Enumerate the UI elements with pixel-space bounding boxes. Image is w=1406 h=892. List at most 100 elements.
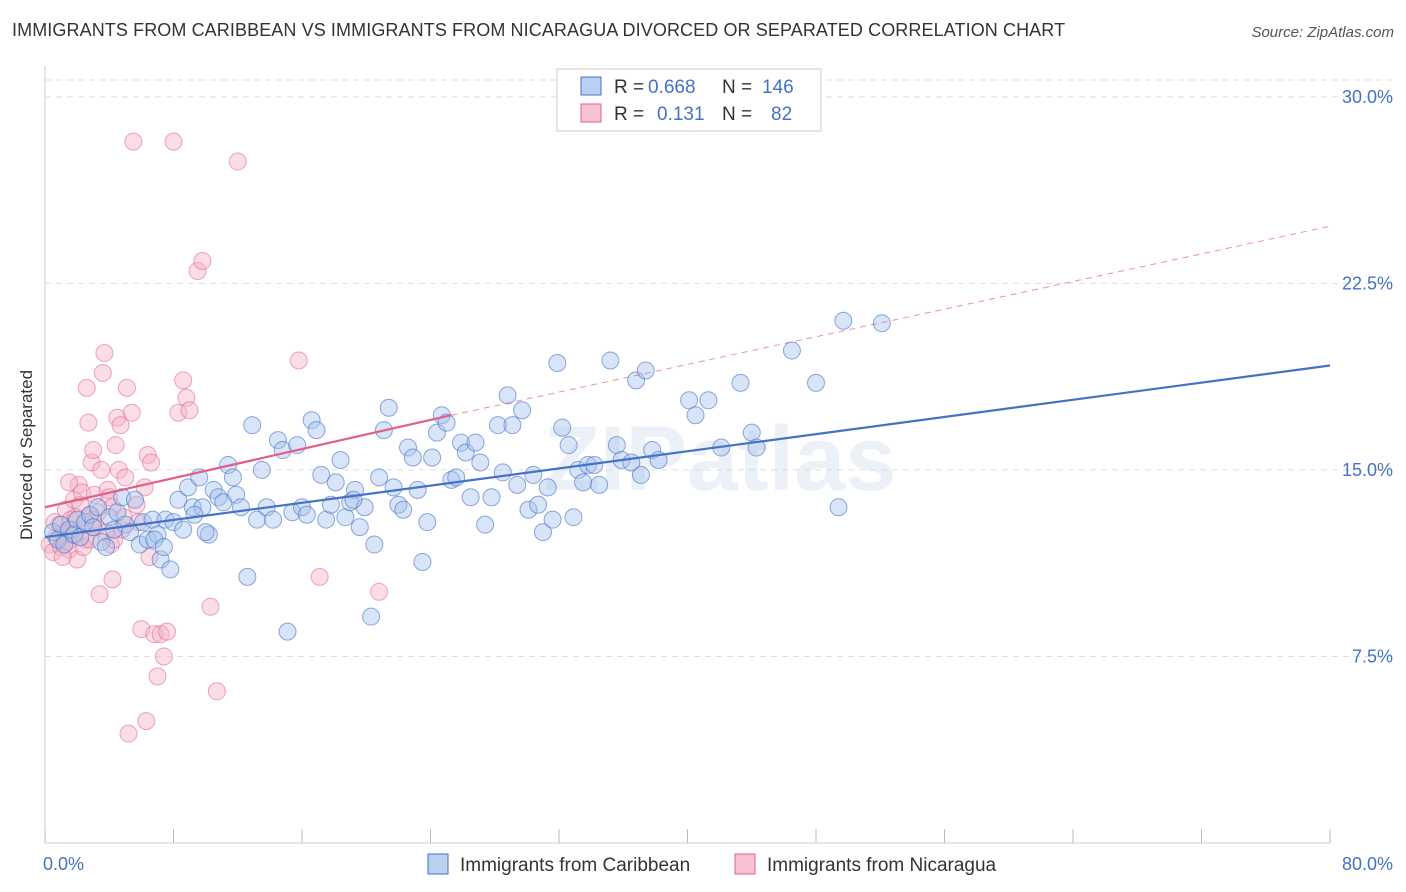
caribbean-point-28 [161, 560, 180, 579]
nicaragua-point-64 [180, 401, 199, 420]
nicaragua-point-43 [116, 468, 135, 487]
caribbean-point-88 [452, 433, 471, 452]
caribbean-point-95 [488, 416, 507, 435]
caribbean-point-96 [493, 463, 512, 482]
nicaragua-point-39 [109, 460, 128, 479]
y-axis-label: Divorced or Separated [17, 370, 36, 540]
caribbean-point-12 [92, 533, 111, 552]
caribbean-point-30 [169, 490, 188, 509]
caribbean-point-73 [379, 398, 398, 417]
nicaragua-point-54 [142, 453, 161, 472]
nicaragua-point-69 [228, 152, 247, 171]
caribbean-point-91 [466, 433, 485, 452]
caribbean-point-38 [209, 488, 228, 507]
nicaragua-point-71 [310, 567, 329, 586]
nicaragua-point-29 [93, 363, 112, 382]
caribbean-point-59 [312, 465, 331, 484]
nicaragua-point-80 [60, 473, 79, 492]
nicaragua-point-37 [106, 436, 125, 455]
caribbean-point-71 [370, 468, 389, 487]
caribbean-point-56 [297, 505, 316, 524]
caribbean-point-115 [590, 475, 609, 494]
nicaragua-point-19 [77, 378, 96, 397]
caribbean-point-19 [121, 523, 140, 542]
caribbean-point-98 [503, 416, 522, 435]
caribbean-point-46 [248, 510, 267, 529]
caribbean-point-68 [355, 498, 374, 517]
caribbean-point-137 [196, 523, 215, 542]
legend-n-label-1: N = [722, 77, 752, 98]
nicaragua-point-28 [92, 460, 111, 479]
caribbean-point-97 [498, 386, 517, 405]
caribbean-point-116 [601, 351, 620, 370]
caribbean-point-105 [538, 478, 557, 497]
nicaragua-point-47 [124, 132, 143, 151]
caribbean-point-140 [185, 505, 204, 524]
caribbean-point-50 [268, 431, 287, 450]
caribbean-point-83 [427, 423, 446, 442]
caribbean-point-133 [834, 311, 853, 330]
caribbean-point-89 [456, 443, 475, 462]
caribbean-point-62 [326, 473, 345, 492]
caribbean-point-45 [243, 416, 262, 435]
caribbean-point-82 [423, 448, 442, 467]
caribbean-point-101 [519, 500, 538, 519]
caribbean-point-108 [553, 418, 572, 437]
nicaragua-point-44 [117, 378, 136, 397]
caribbean-point-79 [408, 480, 427, 499]
nicaragua-point-72 [370, 582, 389, 601]
caribbean-point-41 [223, 468, 242, 487]
nicaragua-point-20 [79, 413, 98, 432]
caribbean-point-23 [138, 530, 157, 549]
caribbean-point-125 [686, 406, 705, 425]
caribbean-point-106 [543, 510, 562, 529]
nicaragua-trend-line [44, 414, 452, 509]
bottom-legend-label-caribbean: Immigrants from Caribbean [460, 855, 690, 876]
trend-lines [44, 225, 1331, 539]
nicaragua-point-27 [90, 585, 109, 604]
nicaragua-point-58 [154, 647, 173, 666]
y-tick-label-0: 7.5% [1352, 646, 1393, 666]
caribbean-point-64 [336, 508, 355, 527]
caribbean-point-122 [643, 441, 662, 460]
caribbean-point-100 [513, 401, 532, 420]
caribbean-point-119 [627, 371, 646, 390]
bottom-legend-label-nicaragua: Immigrants from Nicaragua [767, 855, 997, 876]
chart-title: IMMIGRANTS FROM CARIBBEAN VS IMMIGRANTS … [12, 20, 1066, 40]
nicaragua-trend-line-extrapolated [451, 225, 1331, 416]
source-credit: Source: ZipAtlas.com [1251, 24, 1394, 41]
caribbean-point-85 [437, 413, 456, 432]
caribbean-point-43 [231, 498, 250, 517]
caribbean-point-77 [399, 438, 418, 457]
legend-n-label-2: N = [722, 104, 752, 125]
y-tick-label-2: 22.5% [1342, 273, 1393, 293]
caribbean-point-120 [631, 465, 650, 484]
nicaragua-point-60 [164, 132, 183, 151]
caribbean-point-57 [302, 411, 321, 430]
caribbean-point-134 [872, 314, 891, 333]
nicaragua-point-40 [111, 416, 130, 435]
caribbean-point-20 [125, 490, 144, 509]
caribbean-point-112 [574, 473, 593, 492]
caribbean-point-132 [807, 373, 825, 392]
x-tick-label-1: 80.0% [1342, 854, 1393, 874]
legend-swatch-nicaragua [580, 103, 602, 123]
caribbean-point-75 [389, 495, 408, 514]
caribbean-point-70 [365, 535, 384, 554]
axes [44, 66, 1331, 844]
nicaragua-point-62 [174, 371, 193, 390]
caribbean-point-110 [564, 508, 583, 527]
caribbean-point-52 [278, 622, 297, 641]
caribbean-point-99 [508, 475, 527, 494]
caribbean-point-80 [413, 552, 432, 571]
caribbean-point-58 [307, 421, 326, 440]
nicaragua-point-65 [188, 261, 207, 280]
caribbean-point-109 [559, 436, 578, 455]
nicaragua-point-30 [95, 344, 114, 363]
caribbean-point-103 [529, 495, 548, 514]
legend-r-value-1: 0.668 [648, 77, 696, 98]
caribbean-point-74 [384, 478, 403, 497]
caribbean-point-32 [178, 478, 197, 497]
nicaragua-point-66 [193, 252, 212, 271]
